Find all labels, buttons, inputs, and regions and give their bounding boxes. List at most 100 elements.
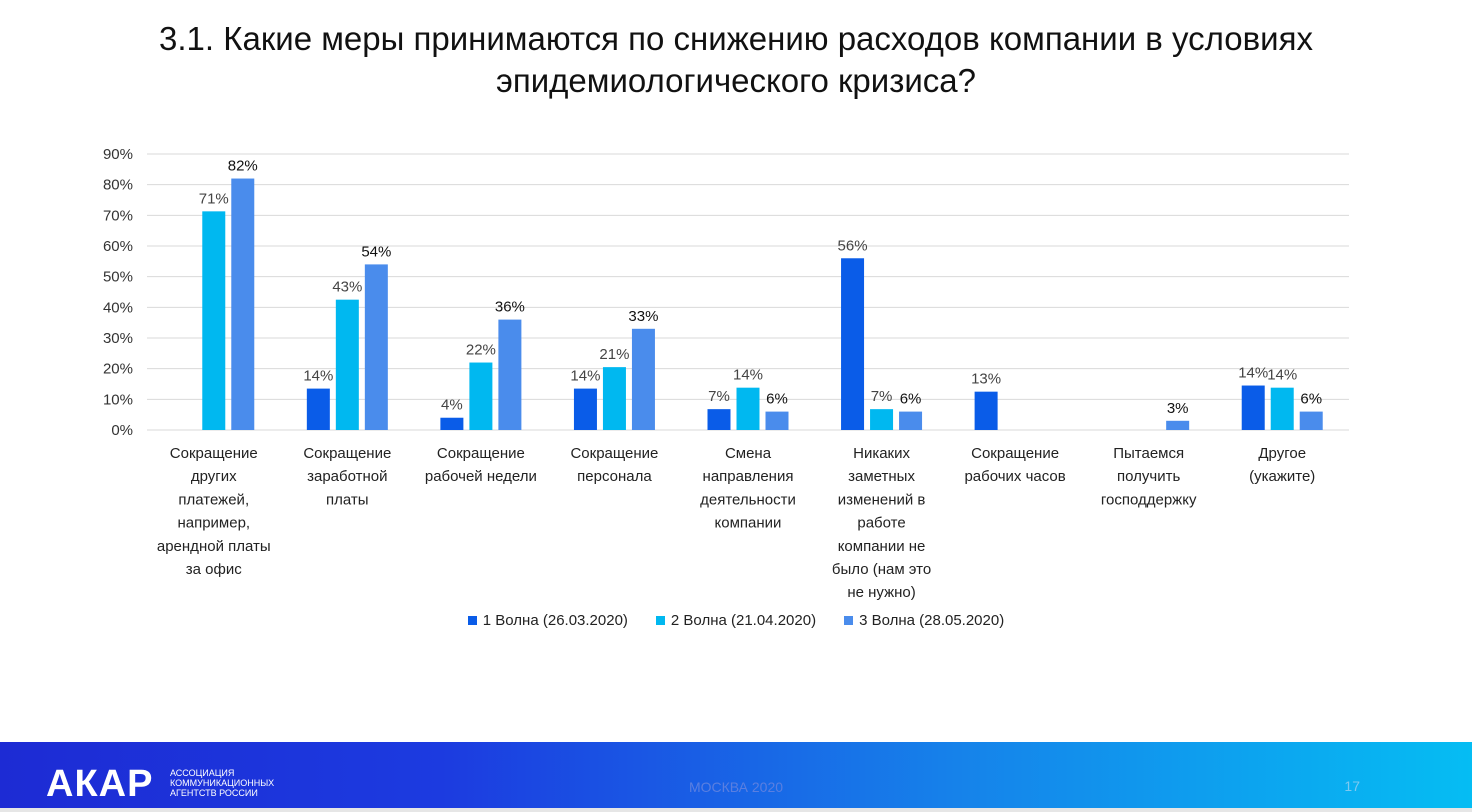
y-tick-label: 80%: [103, 177, 133, 194]
y-tick-label: 90%: [103, 146, 133, 163]
data-label: 6%: [766, 391, 788, 408]
data-label: 14%: [303, 368, 333, 385]
x-tick-label: других: [191, 468, 237, 485]
legend-item: 1 Волна (26.03.2020): [467, 612, 628, 629]
x-tick-label: персонала: [577, 468, 652, 485]
x-tick-label: изменений в: [838, 491, 926, 508]
legend-item: 3 Волна (28.05.2020): [844, 612, 1004, 629]
bar-chart: 0%10%20%30%40%50%60%70%80%90%14%4%14%7%5…: [103, 146, 1349, 601]
bar: [469, 362, 493, 430]
x-tick-label: получить: [1117, 468, 1180, 485]
bar: [707, 409, 731, 430]
y-tick-label: 60%: [103, 238, 133, 255]
y-tick-label: 40%: [103, 299, 133, 316]
data-label: 14%: [1238, 365, 1268, 382]
footer-bar: АКАР АССОЦИАЦИЯ КОММУНИКАЦИОННЫХ АГЕНТСТ…: [0, 742, 1472, 812]
bar: [440, 417, 464, 430]
bar: [602, 367, 626, 430]
bar: [1299, 411, 1323, 430]
page-number: 17: [1344, 778, 1360, 794]
chart-legend: 1 Волна (26.03.2020) 2 Волна (21.04.2020)…: [0, 612, 1472, 629]
x-tick-label: Сокращение: [570, 445, 658, 462]
x-tick-label: деятельности: [700, 491, 796, 508]
bar: [364, 264, 388, 430]
footer-city: МОСКВА 2020: [688, 779, 784, 795]
data-label: 14%: [1267, 367, 1297, 384]
x-tick-label: заработной: [307, 468, 387, 485]
x-tick-label: (укажите): [1249, 468, 1315, 485]
bar: [1241, 385, 1265, 430]
x-tick-label: Другое: [1258, 445, 1306, 462]
logo-sub-line: АГЕНТСТВ РОССИИ: [170, 788, 258, 798]
y-tick-label: 30%: [103, 330, 133, 347]
y-tick-label: 0%: [111, 422, 133, 439]
data-label: 3%: [1167, 400, 1189, 417]
legend-swatch: [655, 616, 665, 625]
data-label: 7%: [871, 388, 893, 405]
x-tick-label: направления: [703, 468, 794, 485]
data-label: 14%: [733, 367, 763, 384]
x-tick-label: платы: [326, 491, 369, 508]
x-tick-label: за офис: [186, 561, 242, 578]
x-tick-label: заметных: [848, 468, 915, 485]
data-label: 6%: [900, 391, 922, 408]
x-tick-label: Сокращение: [437, 445, 525, 462]
x-tick-label: Сокращение: [971, 445, 1059, 462]
legend-swatch: [844, 616, 854, 625]
x-tick-label: Сокращение: [170, 445, 258, 462]
bar: [870, 409, 894, 430]
data-label: 36%: [495, 299, 525, 316]
bar: [736, 387, 760, 430]
x-tick-label: Смена: [725, 445, 772, 462]
legend-label: 2 Волна (21.04.2020): [670, 612, 817, 629]
title-line-2: эпидемиологического кризиса?: [496, 62, 976, 99]
bar: [765, 411, 789, 430]
data-label: 22%: [466, 342, 496, 359]
x-tick-label: компании: [715, 515, 782, 532]
title-line-1: 3.1. Какие меры принимаются по снижению …: [159, 20, 1313, 57]
footer-divider: [0, 808, 1472, 812]
x-tick-label: было (нам это: [832, 561, 931, 578]
legend-swatch: [467, 616, 477, 625]
x-tick-label: Пытаемся: [1113, 445, 1184, 462]
y-tick-label: 20%: [103, 361, 133, 378]
data-label: 56%: [838, 237, 868, 254]
legend-item: 2 Волна (21.04.2020): [655, 612, 817, 629]
x-tick-label: Никаких: [853, 445, 910, 462]
x-tick-label: арендной платы: [157, 538, 271, 555]
data-label: 6%: [1300, 391, 1322, 408]
x-tick-label: например,: [177, 515, 250, 532]
x-tick-label: рабочих часов: [964, 468, 1065, 485]
x-tick-label: Сокращение: [303, 445, 391, 462]
bar: [974, 391, 998, 430]
logo-sub-line: АССОЦИАЦИЯ: [170, 768, 235, 778]
data-label: 54%: [361, 243, 391, 260]
bar: [498, 319, 522, 430]
bar: [306, 388, 330, 430]
data-label: 21%: [599, 346, 629, 363]
bar: [231, 178, 255, 430]
logo-sub-line: КОММУНИКАЦИОННЫХ: [170, 778, 275, 788]
data-label: 82%: [228, 158, 258, 175]
x-tick-label: платежей,: [178, 491, 249, 508]
akar-logo: АКАР: [46, 763, 154, 805]
data-label: 33%: [628, 308, 658, 325]
x-tick-label: рабочей недели: [425, 468, 537, 485]
x-tick-label: господдержку: [1101, 491, 1197, 508]
legend-label: 3 Волна (28.05.2020): [859, 612, 1005, 629]
bar: [1166, 420, 1190, 430]
data-label: 4%: [441, 397, 463, 414]
data-label: 43%: [332, 279, 362, 296]
legend-label: 1 Волна (26.03.2020): [482, 612, 628, 629]
bar: [899, 411, 923, 430]
bar: [335, 299, 359, 430]
x-tick-label: компании не: [838, 538, 926, 555]
data-label: 71%: [199, 190, 229, 207]
data-label: 14%: [570, 368, 600, 385]
data-label: 7%: [708, 388, 730, 405]
x-tick-label: работе: [857, 515, 905, 532]
y-tick-label: 70%: [103, 207, 133, 224]
akar-logo-subtitle: АССОЦИАЦИЯ КОММУНИКАЦИОННЫХ АГЕНТСТВ РОС…: [170, 768, 274, 798]
y-tick-label: 50%: [103, 269, 133, 286]
data-label: 13%: [971, 371, 1001, 388]
